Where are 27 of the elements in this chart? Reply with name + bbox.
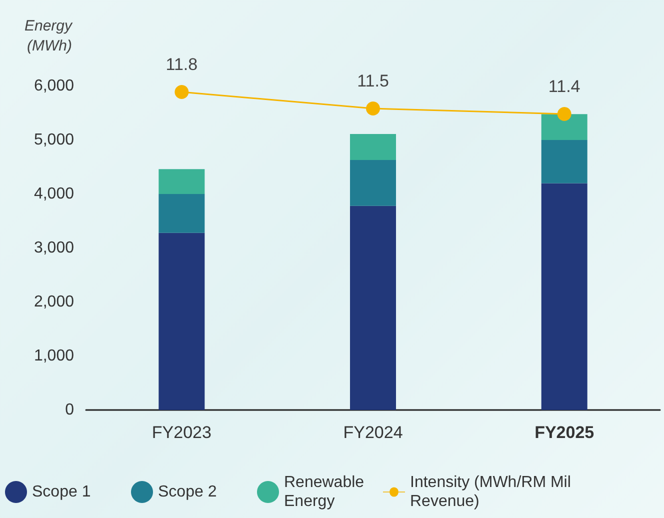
bar: [350, 206, 396, 410]
x-tick-label: FY2025: [534, 423, 594, 442]
legend-label: Intensity (MWh/RM Mil Revenue): [410, 474, 576, 510]
legend-label: Scope 2: [158, 484, 217, 500]
bar: [350, 160, 396, 206]
bar: [541, 114, 588, 140]
bar: [158, 194, 205, 233]
y-tick-label: 5,000: [34, 132, 74, 148]
bar: [158, 169, 205, 194]
y-tick-label: 3,000: [34, 240, 74, 256]
y-tick-label: 6,000: [34, 78, 74, 94]
data-label: 11.8: [166, 55, 198, 74]
data-label: 11.5: [357, 72, 389, 90]
y-tick-label: 1,000: [34, 348, 74, 364]
x-tick-label: FY2024: [343, 423, 403, 442]
legend-label: Scope 1: [32, 484, 91, 500]
bar: [158, 232, 205, 410]
legend-label: Renewable Energy: [284, 474, 368, 510]
x-tick-label: FY2023: [152, 423, 212, 442]
data-label: 11.4: [548, 77, 580, 96]
bar: [541, 140, 588, 184]
y-tick-label: 0: [65, 402, 74, 418]
bar: [541, 183, 588, 410]
y-axis-title: Energy (MWh): [24, 18, 74, 54]
y-tick-label: 2,000: [34, 294, 74, 310]
bar: [350, 134, 396, 160]
y-tick-label: 4,000: [34, 186, 74, 202]
